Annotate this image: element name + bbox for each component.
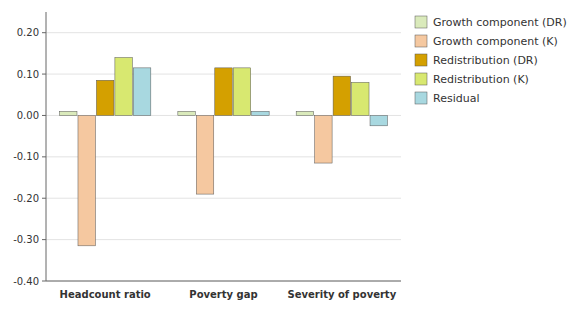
legend-label: Redistribution (K) (433, 73, 529, 86)
grid-line (46, 156, 401, 157)
bar (233, 68, 250, 116)
bar (333, 76, 350, 115)
legend-swatch (415, 92, 427, 104)
legend-swatch (415, 73, 427, 85)
tick-mark (42, 281, 46, 282)
tick-label: -0.30 (13, 234, 39, 245)
grid-line (46, 239, 401, 240)
bar (115, 58, 132, 116)
tick-label: 0.20 (17, 27, 39, 38)
grid (46, 33, 401, 281)
legend-swatch (415, 16, 427, 28)
legend-label: Growth component (K) (433, 35, 558, 48)
bar (133, 68, 150, 116)
tick-label: -0.40 (13, 276, 39, 287)
x-axis-line (46, 281, 401, 282)
grid-line (46, 198, 401, 199)
chart: -0.40 -0.30 -0.20 -0.10 0.00 0.10 0.20 Headcoun… (0, 0, 582, 311)
tick-mark (42, 156, 46, 157)
bar (178, 111, 195, 115)
legend-label: Residual (433, 92, 479, 105)
category-label: Poverty gap (189, 289, 257, 300)
bar (315, 115, 332, 163)
tick-mark (42, 239, 46, 240)
legend-swatch (415, 54, 427, 66)
grid-line (46, 32, 401, 33)
bar (352, 82, 369, 115)
bar (60, 111, 77, 115)
legend-label: Growth component (DR) (433, 16, 567, 29)
grid-line (46, 281, 401, 282)
category-label: Headcount ratio (60, 289, 151, 300)
bars (60, 58, 388, 246)
legend-swatch (415, 35, 427, 47)
legend-label: Redistribution (DR) (433, 54, 538, 67)
tick-label: -0.20 (13, 193, 39, 204)
bar (296, 111, 313, 115)
tick-label: 0.00 (17, 110, 39, 121)
bar (96, 80, 113, 115)
bar (215, 68, 232, 116)
tick-mark (42, 115, 46, 116)
bar (370, 115, 387, 125)
tick-mark (42, 74, 46, 75)
tick-mark (42, 198, 46, 199)
bar (196, 115, 213, 194)
tick-label: -0.10 (13, 151, 39, 162)
bar (252, 111, 269, 115)
bar (78, 115, 95, 245)
legend: Growth component (DR) Growth component (K… (415, 16, 567, 105)
category-label: Severity of poverty (287, 289, 396, 300)
tick-mark (42, 32, 46, 33)
tick-label: 0.10 (17, 69, 39, 80)
y-axis-line (46, 12, 47, 281)
